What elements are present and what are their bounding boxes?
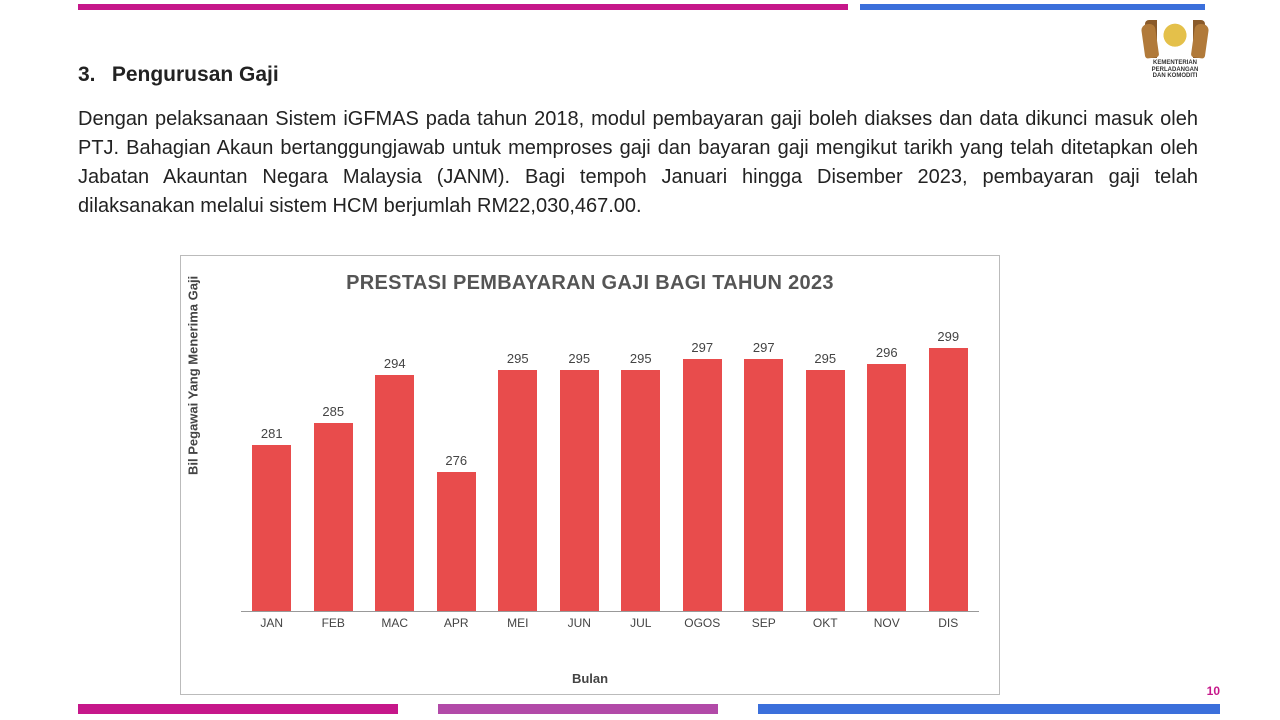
x-category-label: APR	[430, 612, 484, 634]
top-bar-blue	[860, 4, 1205, 10]
top-accent-bars	[0, 4, 1280, 10]
bar-value-label: 297	[691, 340, 713, 355]
bar-rect	[744, 359, 783, 611]
page-number: 10	[1207, 684, 1220, 698]
bar-slot: 295	[491, 316, 545, 611]
bar-slot: 297	[676, 316, 730, 611]
x-category-label: JUL	[614, 612, 668, 634]
top-bar-pink	[78, 4, 848, 10]
x-category-label: MEI	[491, 612, 545, 634]
bar-value-label: 297	[753, 340, 775, 355]
bar-value-label: 299	[937, 329, 959, 344]
heading-number: 3.	[78, 63, 106, 87]
x-category-label: JUN	[553, 612, 607, 634]
bar-value-label: 285	[322, 404, 344, 419]
bar-rect	[929, 348, 968, 611]
body-paragraph: Dengan pelaksanaan Sistem iGFMAS pada ta…	[78, 105, 1198, 221]
x-axis-categories: JAN FEB MAC APR MEI JUN JUL OGOS SEP OKT NOV DIS	[241, 612, 979, 634]
x-category-label: DIS	[922, 612, 976, 634]
bar-slot: 295	[614, 316, 668, 611]
bar-slot: 281	[245, 316, 299, 611]
bar-slot: 295	[553, 316, 607, 611]
logo-text: KEMENTERIAN PERLADANGAN DAN KOMODITI	[1130, 60, 1220, 80]
chart-container: PRESTASI PEMBAYARAN GAJI BAGI TAHUN 2023…	[180, 255, 1000, 695]
bar-rect	[252, 445, 291, 611]
bar-rect	[314, 423, 353, 611]
x-axis-label: Bulan	[572, 671, 608, 686]
plot-area: 281 285 294 276 295 295 295 297 297 295 296 299 JAN…	[241, 316, 979, 634]
bar-slot: 295	[799, 316, 853, 611]
x-category-label: JAN	[245, 612, 299, 634]
bar-value-label: 295	[568, 351, 590, 366]
bar-value-label: 295	[814, 351, 836, 366]
logo-line1: KEMENTERIAN PERLADANGAN	[1152, 60, 1199, 73]
bottom-accent-bars	[78, 704, 1220, 714]
bar-slot: 296	[860, 316, 914, 611]
bottom-bar-purple	[438, 704, 718, 714]
bottom-bar-pink	[78, 704, 398, 714]
x-category-label: MAC	[368, 612, 422, 634]
x-category-label: SEP	[737, 612, 791, 634]
bar-slot: 285	[307, 316, 361, 611]
x-category-label: FEB	[307, 612, 361, 634]
chart-title: PRESTASI PEMBAYARAN GAJI BAGI TAHUN 2023	[181, 272, 999, 295]
bar-value-label: 294	[384, 356, 406, 371]
bar-rect	[375, 375, 414, 611]
x-category-label: OGOS	[676, 612, 730, 634]
ministry-logo: KEMENTERIAN PERLADANGAN DAN KOMODITI	[1130, 20, 1220, 80]
bar-slot: 294	[368, 316, 422, 611]
bar-rect	[683, 359, 722, 611]
logo-line2: DAN KOMODITI	[1153, 73, 1198, 79]
bottom-bar-blue	[758, 704, 1220, 714]
y-axis-label: Bil Pegawai Yang Menerima Gaji	[186, 276, 201, 475]
bar-rect	[437, 472, 476, 611]
bar-value-label: 295	[507, 351, 529, 366]
bar-slot: 297	[737, 316, 791, 611]
bar-rect	[806, 370, 845, 611]
bar-rect	[621, 370, 660, 611]
bar-value-label: 276	[445, 453, 467, 468]
section-heading: 3. Pengurusan Gaji	[78, 63, 279, 87]
bar-rect	[560, 370, 599, 611]
x-category-label: OKT	[799, 612, 853, 634]
heading-text: Pengurusan Gaji	[112, 63, 279, 86]
bar-slot: 299	[922, 316, 976, 611]
bar-value-label: 295	[630, 351, 652, 366]
bar-value-label: 296	[876, 345, 898, 360]
bar-slot: 276	[430, 316, 484, 611]
crest-icon	[1145, 20, 1205, 58]
bars-row: 281 285 294 276 295 295 295 297 297 295 296 299	[241, 316, 979, 612]
bar-rect	[867, 364, 906, 611]
bar-value-label: 281	[261, 426, 283, 441]
x-category-label: NOV	[860, 612, 914, 634]
bar-rect	[498, 370, 537, 611]
